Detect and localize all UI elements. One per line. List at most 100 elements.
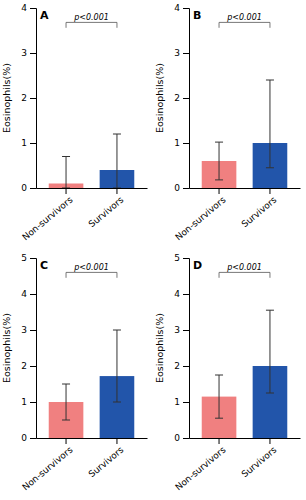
error-stem [66,157,67,189]
tick-mark [219,188,220,194]
error-stem [269,310,270,393]
y-tick: 3 [21,325,36,335]
error-bar [215,142,223,180]
x-tick: Non-survivors [20,438,74,492]
tick-label: Non-survivors [20,194,74,242]
error-cap-top [62,384,70,385]
y-tick: 1 [21,138,36,148]
tick-mark [183,330,189,331]
tick-mark [30,330,36,331]
y-tick: 4 [21,3,36,13]
x-axis: Non-survivorsSurvivors [20,188,147,242]
tick-label: Non-survivors [173,194,227,242]
error-stem [116,134,117,188]
tick-label: 0 [174,183,180,193]
tick-label: Survivors [240,194,279,229]
y-axis-title: Eosinophils(%) [1,63,12,133]
error-stem [116,330,117,402]
significance-bracket [219,22,270,27]
panel-label: D [193,259,202,272]
error-cap-bottom [266,167,274,168]
annotation: p<0.001 [73,13,109,22]
axis-line [183,9,190,189]
significance-bracket [66,22,117,27]
tick-mark [30,98,36,99]
y-tick: 0 [174,183,189,193]
y-axis-title: Eosinophils(%) [154,313,165,383]
y-tick: 4 [174,289,189,299]
tick-mark [30,294,36,295]
error-stem [219,142,220,180]
axis-line [183,259,190,439]
axis-line [190,188,301,189]
error-cap-top [113,330,121,331]
tick-mark [183,366,189,367]
y-tick: 4 [174,3,189,13]
error-stem [66,384,67,420]
error-cap-bottom [62,420,70,421]
plot-area [49,330,135,438]
tick-mark [183,294,189,295]
y-axis: 01234 [21,3,36,193]
tick-mark [66,438,67,444]
tick-mark [183,143,189,144]
tick-mark [30,258,36,259]
y-axis-title: Eosinophils(%) [1,313,12,383]
y-axis: 01234 [174,3,189,193]
tick-mark [30,8,36,9]
tick-mark [30,438,36,439]
axis-line [37,188,148,189]
tick-label: 1 [21,138,27,148]
error-cap-top [266,310,274,311]
y-tick: 3 [21,48,36,58]
x-axis: Non-survivors Survivors [173,188,300,242]
axis-line [30,9,37,189]
tick-label: Survivors [87,444,126,479]
panel-label: A [40,9,49,22]
error-cap-top [215,142,223,143]
tick-label: 1 [174,138,180,148]
annotation: p<0.001 [226,263,262,272]
plot-area [202,80,288,188]
tick-label: 4 [21,289,27,299]
axis-line [30,259,37,439]
tick-label: 4 [174,289,180,299]
error-cap-bottom [215,418,223,419]
tick-label: 4 [174,3,180,13]
error-bar [266,80,274,168]
y-tick: 2 [174,361,189,371]
plot-area [49,134,135,188]
tick-label: 2 [174,361,180,371]
tick-label: Non-survivors [173,444,227,492]
plot-area [202,310,288,438]
error-cap-bottom [113,188,121,189]
annotation: p<0.001 [73,263,109,272]
tick-mark [30,53,36,54]
error-stem [269,80,270,168]
y-tick: 0 [174,433,189,443]
y-axis: 0 1 2 3 4 5 [174,253,189,443]
tick-mark [30,402,36,403]
x-tick: Non-survivors [173,438,227,492]
tick-mark [30,143,36,144]
error-cap-top [113,134,121,135]
x-tick: Survivors [240,438,279,479]
tick-mark [30,188,36,189]
error-cap-bottom [62,188,70,189]
tick-label: 3 [21,325,27,335]
tick-label: 5 [174,253,180,263]
y-tick: 1 [174,397,189,407]
y-tick: 3 [174,48,189,58]
tick-label: 5 [21,253,27,263]
error-cap-bottom [266,393,274,394]
x-axis: Non-survivors Survivors [173,438,300,492]
y-axis-title: Eosinophils(%) [154,63,165,133]
y-tick: 3 [174,325,189,335]
tick-label: 1 [21,397,27,407]
y-axis: 012345 [21,253,36,443]
tick-label: 1 [174,397,180,407]
error-bar [62,157,70,189]
x-tick: Non-survivors [20,188,74,242]
tick-label: 0 [21,433,27,443]
y-tick: 1 [21,397,36,407]
